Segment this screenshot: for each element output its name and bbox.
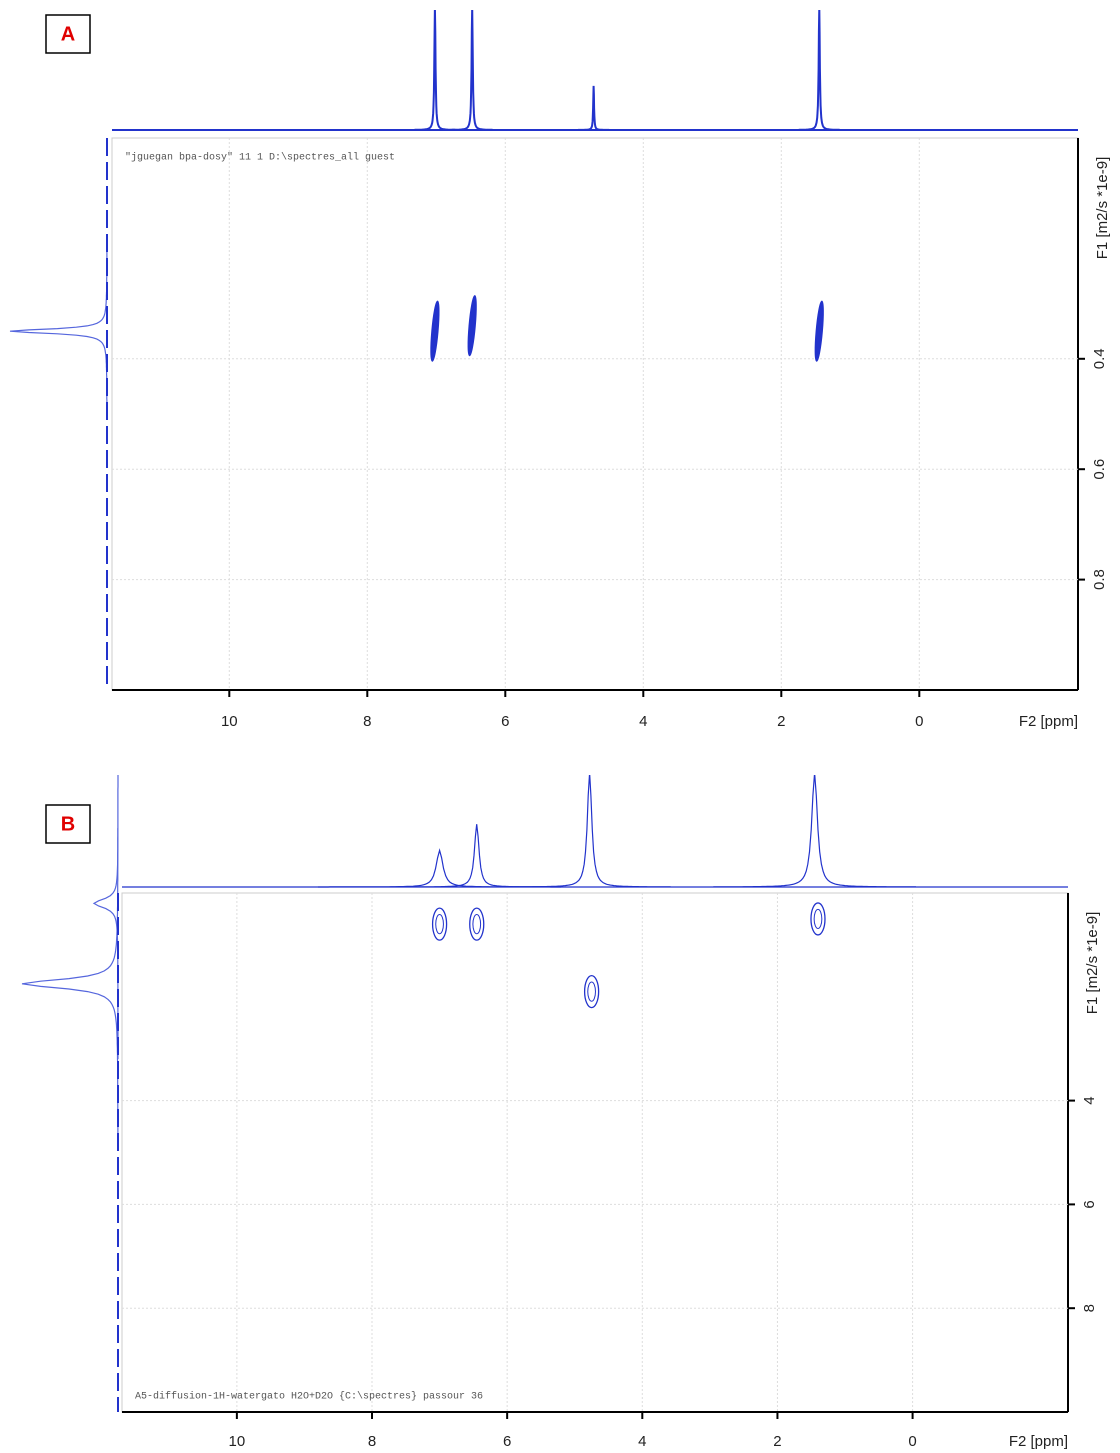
f2-peak bbox=[577, 85, 610, 131]
plot-frame bbox=[121, 892, 1069, 1413]
f1-peak bbox=[21, 828, 119, 1140]
panel-label: A bbox=[61, 23, 75, 45]
y-tick-label: 6 bbox=[1081, 1200, 1098, 1208]
panel bbox=[9, 10, 840, 411]
y-axis-label: F1 [m2/s *1e-9] bbox=[1084, 912, 1101, 1015]
x-tick-label: 6 bbox=[503, 1433, 511, 1450]
dosy-spot bbox=[469, 907, 485, 941]
f2-peak bbox=[395, 824, 558, 888]
f2-peak bbox=[713, 775, 916, 888]
y-tick-label: 0.6 bbox=[1091, 459, 1108, 480]
f2-peak bbox=[318, 848, 562, 888]
f2-peak bbox=[798, 10, 840, 131]
y-tick-label: 0.8 bbox=[1091, 569, 1108, 590]
annotation: "jguegan bpa-dosy" 11 1 D:\spectres_all … bbox=[125, 152, 395, 164]
x-tick-label: 0 bbox=[915, 713, 923, 730]
panel-label-box bbox=[45, 804, 91, 844]
x-tick-label: 8 bbox=[368, 1433, 376, 1450]
dosy-spot bbox=[467, 295, 477, 357]
x-tick-label: 6 bbox=[501, 713, 509, 730]
f1-peak bbox=[9, 251, 108, 411]
x-tick-label: 10 bbox=[229, 1433, 246, 1450]
panel-label: B bbox=[61, 813, 75, 835]
x-tick-label: 8 bbox=[363, 713, 371, 730]
x-tick-label: 4 bbox=[639, 713, 647, 730]
y-tick-label: 8 bbox=[1081, 1304, 1098, 1312]
panel bbox=[21, 775, 916, 1140]
x-tick-label: 0 bbox=[908, 1433, 916, 1450]
f2-peak bbox=[451, 10, 493, 131]
dosy-contour bbox=[587, 981, 596, 1002]
dosy-contour bbox=[472, 914, 482, 935]
dosy-spot bbox=[810, 902, 826, 936]
y-axis-label: F1 [m2/s *1e-9] bbox=[1094, 157, 1111, 260]
f1-peak bbox=[92, 775, 119, 1060]
f2-peak bbox=[414, 10, 456, 131]
x-tick-label: 2 bbox=[773, 1433, 781, 1450]
x-tick-label: 2 bbox=[777, 713, 785, 730]
plot-frame bbox=[111, 137, 1079, 691]
dosy-spot bbox=[814, 300, 824, 362]
x-tick-label: 4 bbox=[638, 1433, 646, 1450]
x-axis-label: F2 [ppm] bbox=[1009, 1433, 1068, 1450]
f2-peak bbox=[508, 775, 671, 888]
dosy-contour bbox=[435, 914, 444, 935]
dosy-spot bbox=[431, 907, 448, 941]
y-tick-label: 0.4 bbox=[1091, 348, 1108, 369]
panel-label-box bbox=[45, 14, 91, 54]
y-tick-label: 4 bbox=[1081, 1096, 1098, 1104]
dosy-contour bbox=[813, 908, 823, 930]
dosy-spot bbox=[583, 974, 600, 1009]
x-axis-label: F2 [ppm] bbox=[1019, 713, 1078, 730]
dosy-spot bbox=[430, 300, 440, 362]
x-tick-label: 10 bbox=[221, 713, 238, 730]
annotation: A5-diffusion-1H-watergato H2O+D2O {C:\sp… bbox=[135, 1391, 483, 1403]
